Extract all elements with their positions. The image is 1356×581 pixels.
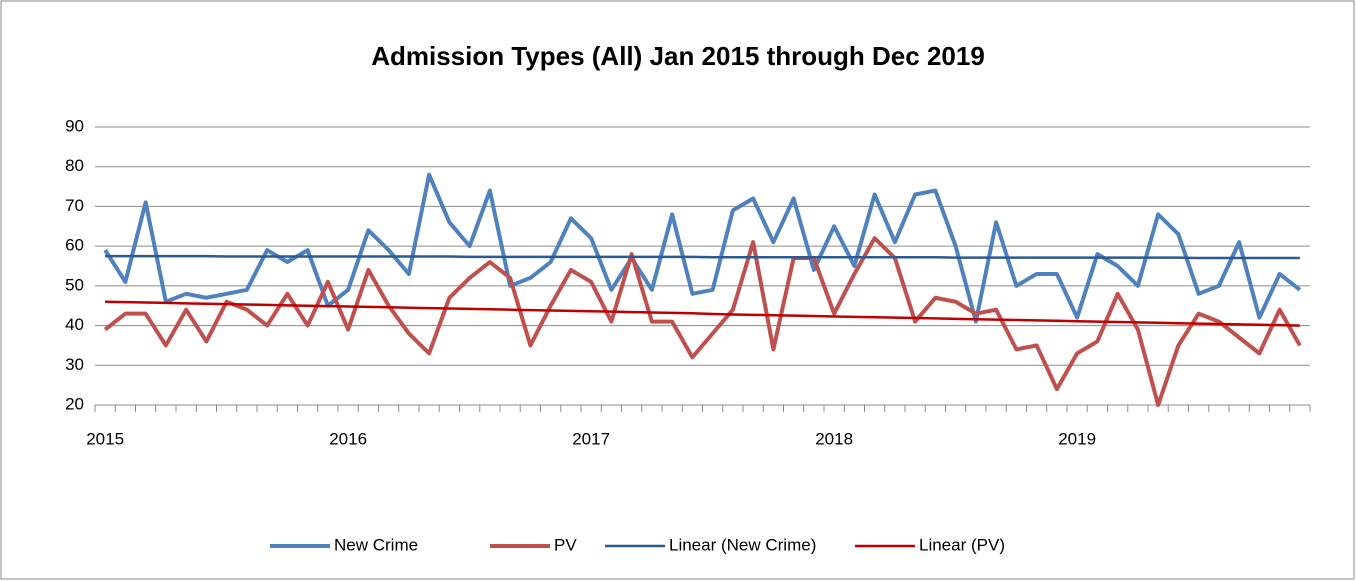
x-tick-label: 2015: [86, 429, 124, 448]
legend-label: Linear (New Crime): [669, 535, 816, 554]
y-tick-label: 80: [65, 156, 84, 175]
x-tick-label: 2016: [329, 429, 367, 448]
series-line: [105, 300, 1300, 327]
series-line: [103, 236, 1302, 407]
y-tick-label: 90: [65, 116, 84, 135]
y-tick-label: 70: [65, 196, 84, 215]
chart-title: Admission Types (All) Jan 2015 through D…: [371, 41, 985, 71]
legend-label: New Crime: [334, 535, 418, 554]
legend-label: PV: [554, 535, 577, 554]
y-tick-label: 40: [65, 315, 84, 334]
y-tick-label: 20: [65, 394, 84, 413]
legend-label: Linear (PV): [919, 535, 1005, 554]
x-tick-label: 2019: [1058, 429, 1096, 448]
series-line: [103, 172, 1302, 324]
x-tick-label: 2017: [572, 429, 610, 448]
y-tick-label: 30: [65, 355, 84, 374]
y-tick-label: 60: [65, 236, 84, 255]
x-tick-label: 2018: [815, 429, 853, 448]
y-tick-label: 50: [65, 275, 84, 294]
series-line: [105, 254, 1300, 260]
